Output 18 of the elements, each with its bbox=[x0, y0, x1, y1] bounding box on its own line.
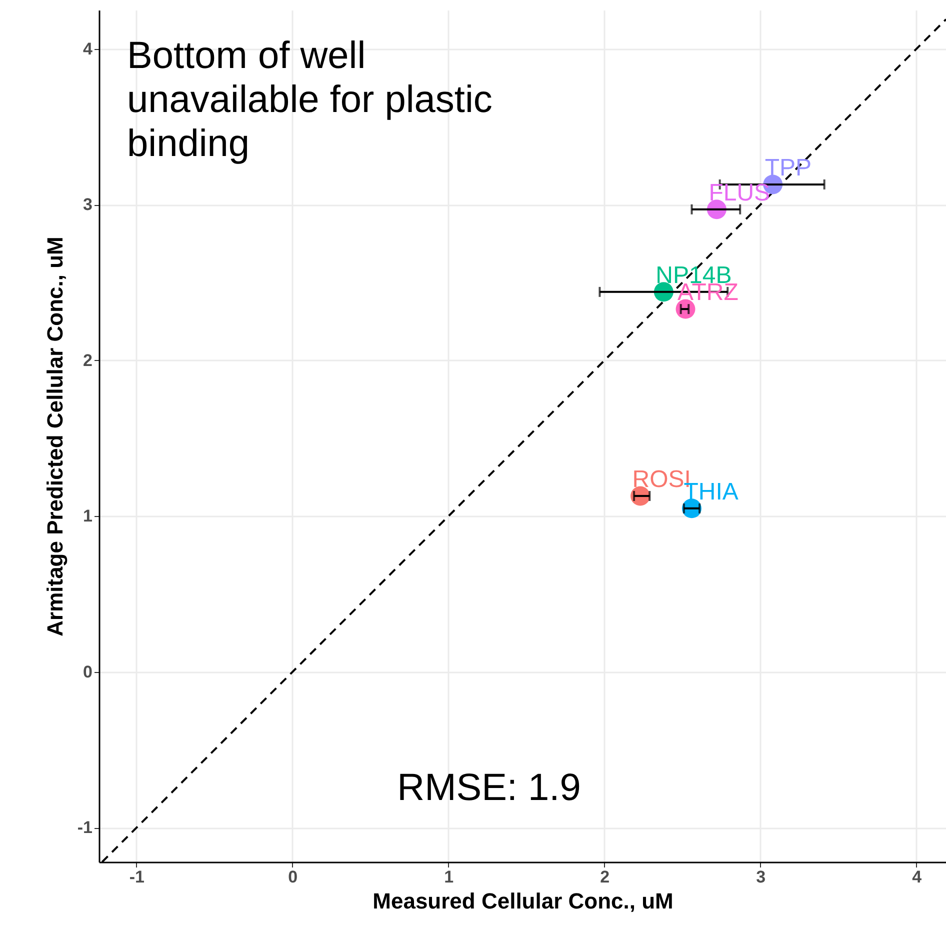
x-tick-label: 3 bbox=[756, 868, 766, 886]
x-tick-label: 0 bbox=[288, 868, 298, 886]
y-tick-label: 3 bbox=[83, 195, 92, 214]
series-label: FLUS bbox=[708, 179, 770, 206]
annotation: RMSE: 1.9 bbox=[397, 767, 581, 809]
x-tick-label: 4 bbox=[912, 868, 922, 886]
x-tick-label: -1 bbox=[129, 868, 144, 886]
x-tick-label: 2 bbox=[600, 868, 610, 886]
y-tick-label: -1 bbox=[77, 818, 92, 838]
series-label: TPP bbox=[764, 154, 812, 182]
y-axis-title: Armitage Predicted Cellular Conc., uM bbox=[42, 236, 68, 636]
y-tick-label: 1 bbox=[83, 506, 92, 526]
x-axis-title: Measured Cellular Conc., uM bbox=[372, 888, 674, 914]
y-tick-label: 0 bbox=[83, 662, 92, 682]
y-tick-label: 2 bbox=[83, 350, 92, 370]
x-tick-label: 1 bbox=[444, 868, 454, 886]
y-tick-label: 4 bbox=[83, 39, 94, 58]
annotation: Bottom of well unavailable for plastic binding bbox=[127, 35, 492, 165]
